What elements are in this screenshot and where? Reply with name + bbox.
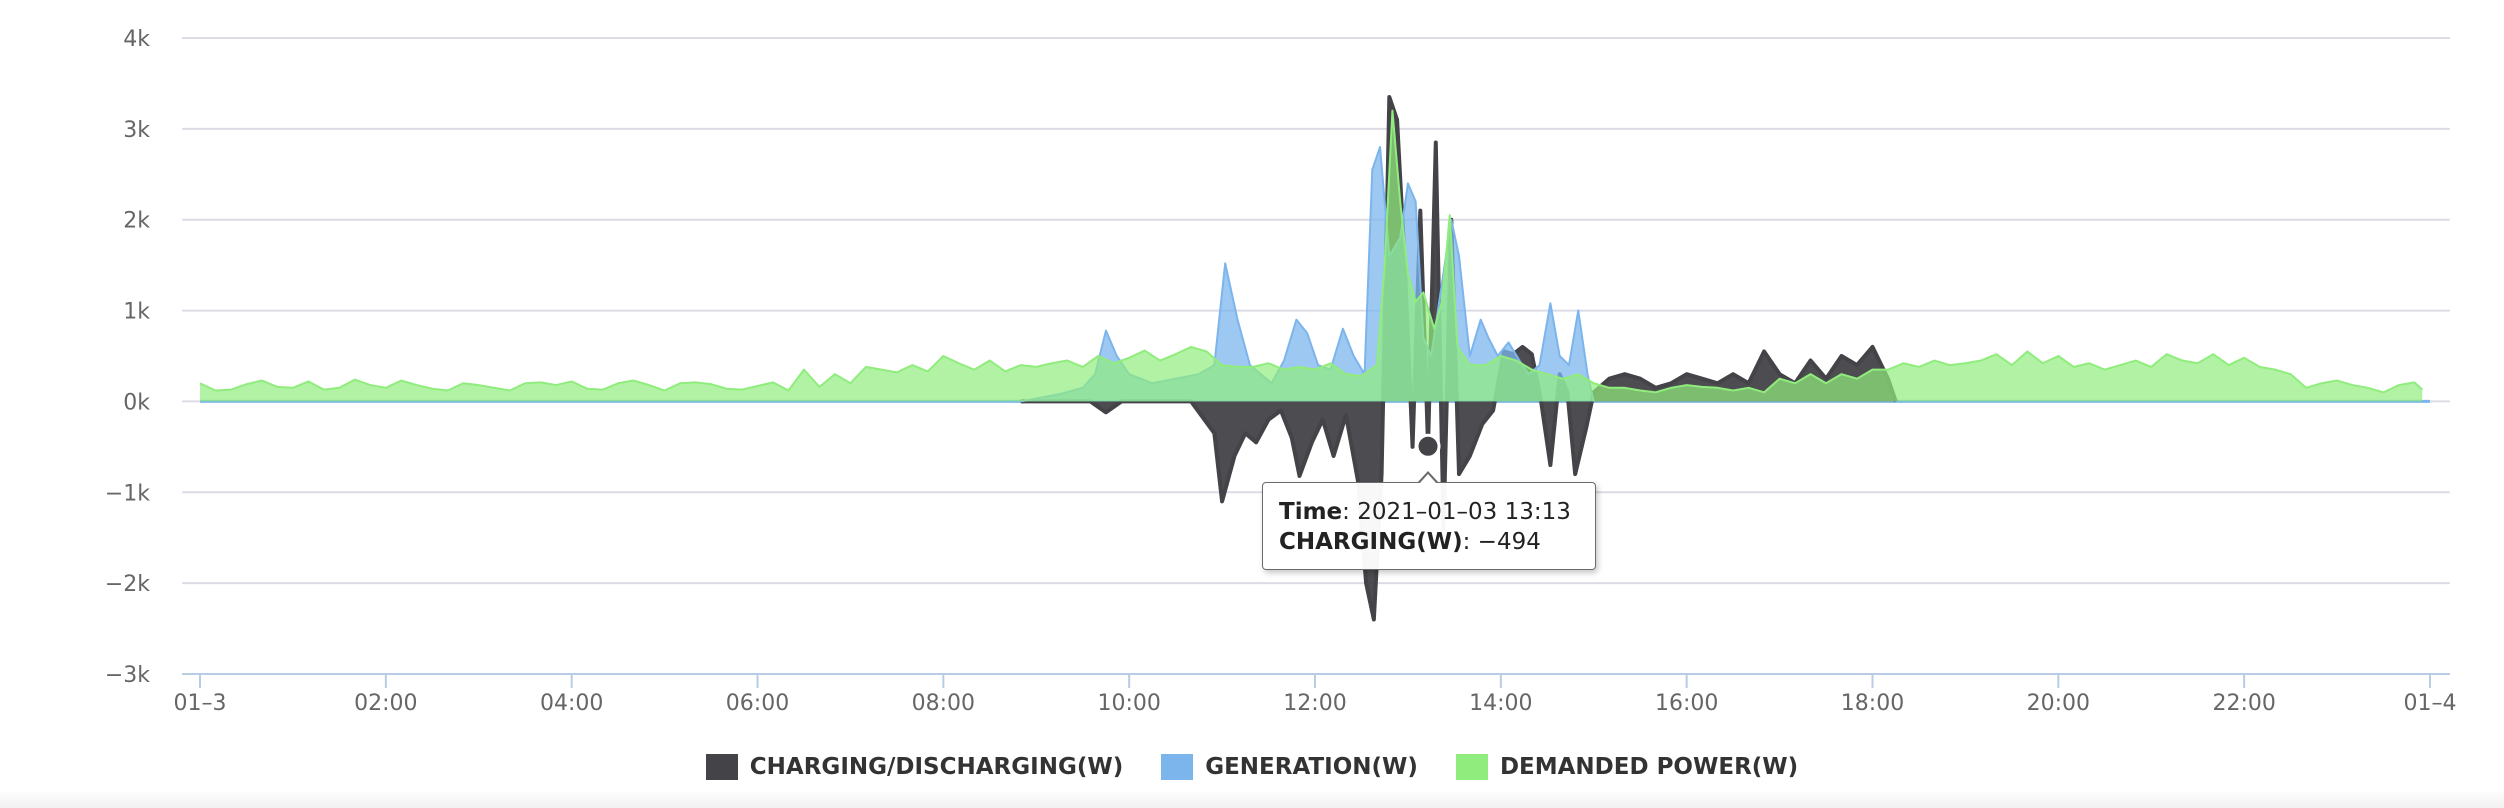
legend-label-generation: GENERATION(W) (1205, 754, 1418, 780)
legend-swatch-generation (1161, 754, 1194, 780)
x-tick-label: 16:00 (1655, 691, 1718, 716)
tooltip-value-row: CHARGING(W): −494 (1279, 529, 1541, 555)
y-tick-label: −1k (105, 481, 150, 506)
x-tick-label: 12:00 (1283, 691, 1346, 716)
series-line-demanded-power (199, 109, 2423, 394)
x-tick-label: 22:00 (2212, 691, 2275, 716)
x-tick-label: 01–3 (174, 691, 227, 716)
y-tick-label: −2k (105, 572, 150, 597)
chart-legend: CHARGING/DISCHARGING(W) GENERATION(W) DE… (0, 752, 2504, 782)
series-line-charging-discharging (1020, 95, 1898, 622)
tooltip-series-value: −494 (1477, 529, 1541, 555)
x-tick-label: 18:00 (1841, 691, 1904, 716)
y-tick-label: 4k (123, 27, 150, 52)
x-tick-label: 06:00 (726, 691, 789, 716)
legend-swatch-charging (705, 754, 738, 780)
y-tick-label: 3k (123, 118, 150, 143)
y-tick-label: 0k (123, 390, 150, 415)
footer-band (0, 790, 2504, 808)
tooltip-time-row: Time: 2021–01–03 13:13 (1279, 499, 1571, 525)
chart-tooltip: Time: 2021–01–03 13:13 CHARGING(W): −494 (1262, 482, 1596, 570)
x-tick-label: 10:00 (1097, 691, 1160, 716)
series-area-demanded-power (200, 110, 2423, 402)
legend-item-generation[interactable]: GENERATION(W) (1161, 754, 1418, 780)
legend-label-charging: CHARGING/DISCHARGING(W) (749, 754, 1124, 780)
legend-swatch-demanded-power (1455, 754, 1488, 780)
y-tick-label: 1k (123, 300, 150, 325)
x-tick-label: 08:00 (912, 691, 975, 716)
hover-marker (1415, 433, 1441, 459)
legend-item-demanded-power[interactable]: DEMANDED POWER(W) (1455, 754, 1799, 780)
tooltip-time-label: Time (1279, 499, 1343, 525)
legend-label-demanded-power: DEMANDED POWER(W) (1499, 754, 1799, 780)
tooltip-pointer-fill (1419, 474, 1437, 484)
y-tick-label: 2k (123, 209, 150, 234)
x-tick-label: 02:00 (354, 691, 417, 716)
x-tick-label: 04:00 (540, 691, 603, 716)
tooltip-series-label: CHARGING(W) (1279, 529, 1463, 555)
tooltip-time-value: 2021–01–03 13:13 (1357, 499, 1571, 525)
legend-item-charging[interactable]: CHARGING/DISCHARGING(W) (705, 754, 1124, 780)
x-tick-label: 01–4 (2404, 691, 2457, 716)
y-tick-label: −3k (105, 663, 150, 688)
x-tick-label: 14:00 (1469, 691, 1532, 716)
x-tick-label: 20:00 (2027, 691, 2090, 716)
